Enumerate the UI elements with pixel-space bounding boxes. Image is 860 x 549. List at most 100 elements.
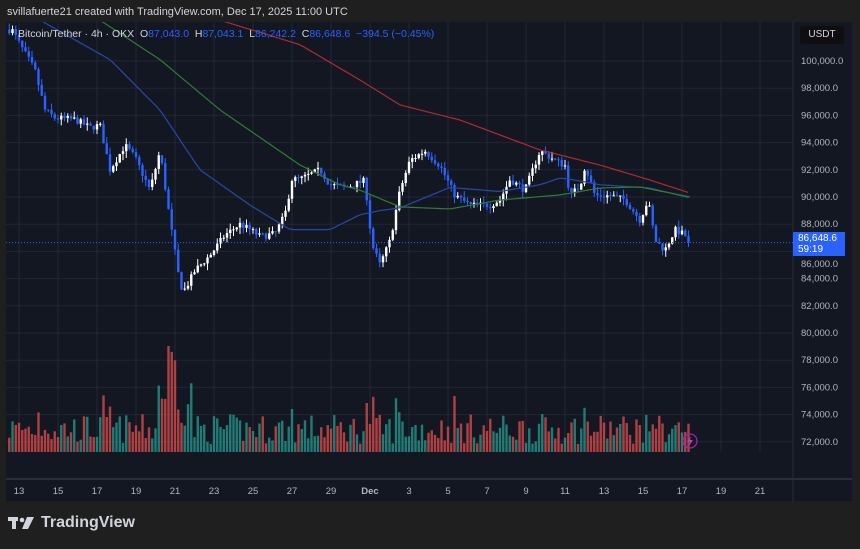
volume-bar bbox=[443, 440, 446, 452]
candle-body bbox=[388, 239, 391, 248]
volume-bar bbox=[212, 416, 216, 452]
candle-body bbox=[43, 95, 47, 110]
candle-body bbox=[680, 230, 684, 235]
volume-bar bbox=[190, 383, 193, 452]
candle-body bbox=[151, 179, 154, 187]
volume-bar bbox=[294, 442, 297, 452]
volume-bar bbox=[508, 435, 511, 452]
candle-body bbox=[355, 180, 359, 188]
candle-body bbox=[73, 117, 76, 119]
volume-bar bbox=[372, 396, 375, 452]
volume-bar bbox=[173, 360, 177, 452]
volume-bar bbox=[485, 431, 489, 452]
volume-bar bbox=[677, 422, 680, 452]
volume-bar bbox=[651, 424, 654, 452]
candle-body bbox=[154, 168, 157, 180]
volume-bar bbox=[125, 415, 128, 452]
candle-body bbox=[570, 187, 573, 193]
candle-body bbox=[167, 189, 170, 210]
candle-body bbox=[69, 115, 73, 119]
volume-bar bbox=[47, 433, 50, 452]
volume-bar bbox=[141, 414, 144, 452]
volume-bar bbox=[268, 437, 271, 452]
volume-bar bbox=[430, 430, 433, 452]
candle-body bbox=[274, 231, 277, 233]
tradingview-logo[interactable]: TradingView bbox=[8, 514, 135, 532]
candle-body bbox=[463, 197, 466, 201]
ma-mid-line bbox=[101, 22, 690, 210]
candle-body bbox=[131, 148, 134, 153]
candle-body bbox=[333, 184, 336, 186]
volume-bar bbox=[352, 418, 355, 452]
low-value: 86,242.2 bbox=[255, 28, 296, 40]
x-tick-label: 13 bbox=[14, 486, 25, 497]
candle-body bbox=[537, 154, 541, 165]
volume-bar bbox=[570, 422, 573, 452]
candle-body bbox=[320, 167, 323, 174]
volume-bar bbox=[151, 438, 154, 452]
volume-bar bbox=[557, 427, 560, 452]
volume-bar bbox=[24, 428, 27, 452]
low-label: L bbox=[249, 28, 256, 40]
currency-button[interactable]: USDT bbox=[800, 26, 844, 44]
volume-bar bbox=[180, 422, 183, 452]
volume-bar bbox=[281, 420, 284, 452]
candle-body bbox=[534, 164, 537, 169]
candle-body bbox=[635, 211, 638, 216]
symbol-legend: Bitcoin/Tether · 4h · OKX O87,043.0 H87,… bbox=[18, 28, 434, 40]
candle-body bbox=[414, 158, 417, 160]
candle-body bbox=[238, 222, 242, 228]
candle-body bbox=[625, 198, 628, 206]
volume-bar bbox=[560, 443, 563, 452]
volume-bar bbox=[453, 396, 456, 452]
y-tick-label: 82,000.0 bbox=[801, 301, 838, 312]
candle-body bbox=[232, 229, 235, 231]
candle-body bbox=[573, 188, 576, 193]
candle-body bbox=[508, 180, 511, 187]
chart-panel[interactable]: 100,000.0 98,000.0 96,000.0 94,000.0 92,000.… bbox=[6, 22, 852, 501]
volume-bar bbox=[498, 427, 502, 452]
candle-body bbox=[511, 180, 515, 185]
volume-bar bbox=[378, 414, 381, 452]
candle-body bbox=[255, 229, 258, 235]
volume-bar bbox=[541, 414, 544, 452]
candle-body bbox=[372, 228, 375, 249]
x-tick-label: 29 bbox=[326, 486, 337, 497]
candle-body bbox=[424, 151, 427, 154]
volume-bar bbox=[687, 423, 690, 452]
lightning-icon[interactable] bbox=[682, 433, 698, 449]
volume-bar bbox=[407, 436, 411, 452]
volume-bar bbox=[264, 443, 268, 452]
x-tick-label: 11 bbox=[560, 486, 570, 497]
volume-bar bbox=[440, 420, 443, 452]
candle-body bbox=[674, 226, 677, 238]
candle-body bbox=[407, 161, 411, 173]
volume-bar bbox=[53, 431, 56, 452]
x-tick-label: 7 bbox=[484, 486, 489, 497]
candle-body bbox=[583, 170, 586, 184]
price-chart[interactable]: 100,000.0 98,000.0 96,000.0 94,000.0 92,000.… bbox=[6, 22, 852, 501]
volume-bar bbox=[105, 416, 108, 452]
volume-bar bbox=[674, 425, 677, 452]
candle-body bbox=[82, 119, 86, 125]
ma-fast-line bbox=[42, 22, 689, 231]
volume-bar bbox=[131, 431, 134, 452]
volume-bar bbox=[411, 426, 414, 452]
candle-body bbox=[144, 175, 147, 180]
candle-body bbox=[472, 202, 476, 204]
change-value: −394.5 (−0.45%) bbox=[356, 28, 435, 40]
volume-bar bbox=[69, 432, 73, 452]
volume-bar bbox=[622, 416, 625, 452]
candle-body bbox=[531, 168, 534, 176]
candle-body bbox=[411, 158, 414, 162]
volume-bar bbox=[274, 426, 277, 452]
x-tick-label: 21 bbox=[755, 486, 766, 497]
y-tick-label: 80,000.0 bbox=[801, 328, 838, 339]
candle-body bbox=[53, 114, 56, 119]
volume-bar bbox=[346, 441, 349, 452]
candle-body bbox=[235, 227, 238, 230]
volume-bar bbox=[394, 398, 398, 452]
volume-bar bbox=[401, 421, 404, 452]
candle-body bbox=[518, 182, 521, 185]
volume-bar bbox=[521, 420, 524, 452]
